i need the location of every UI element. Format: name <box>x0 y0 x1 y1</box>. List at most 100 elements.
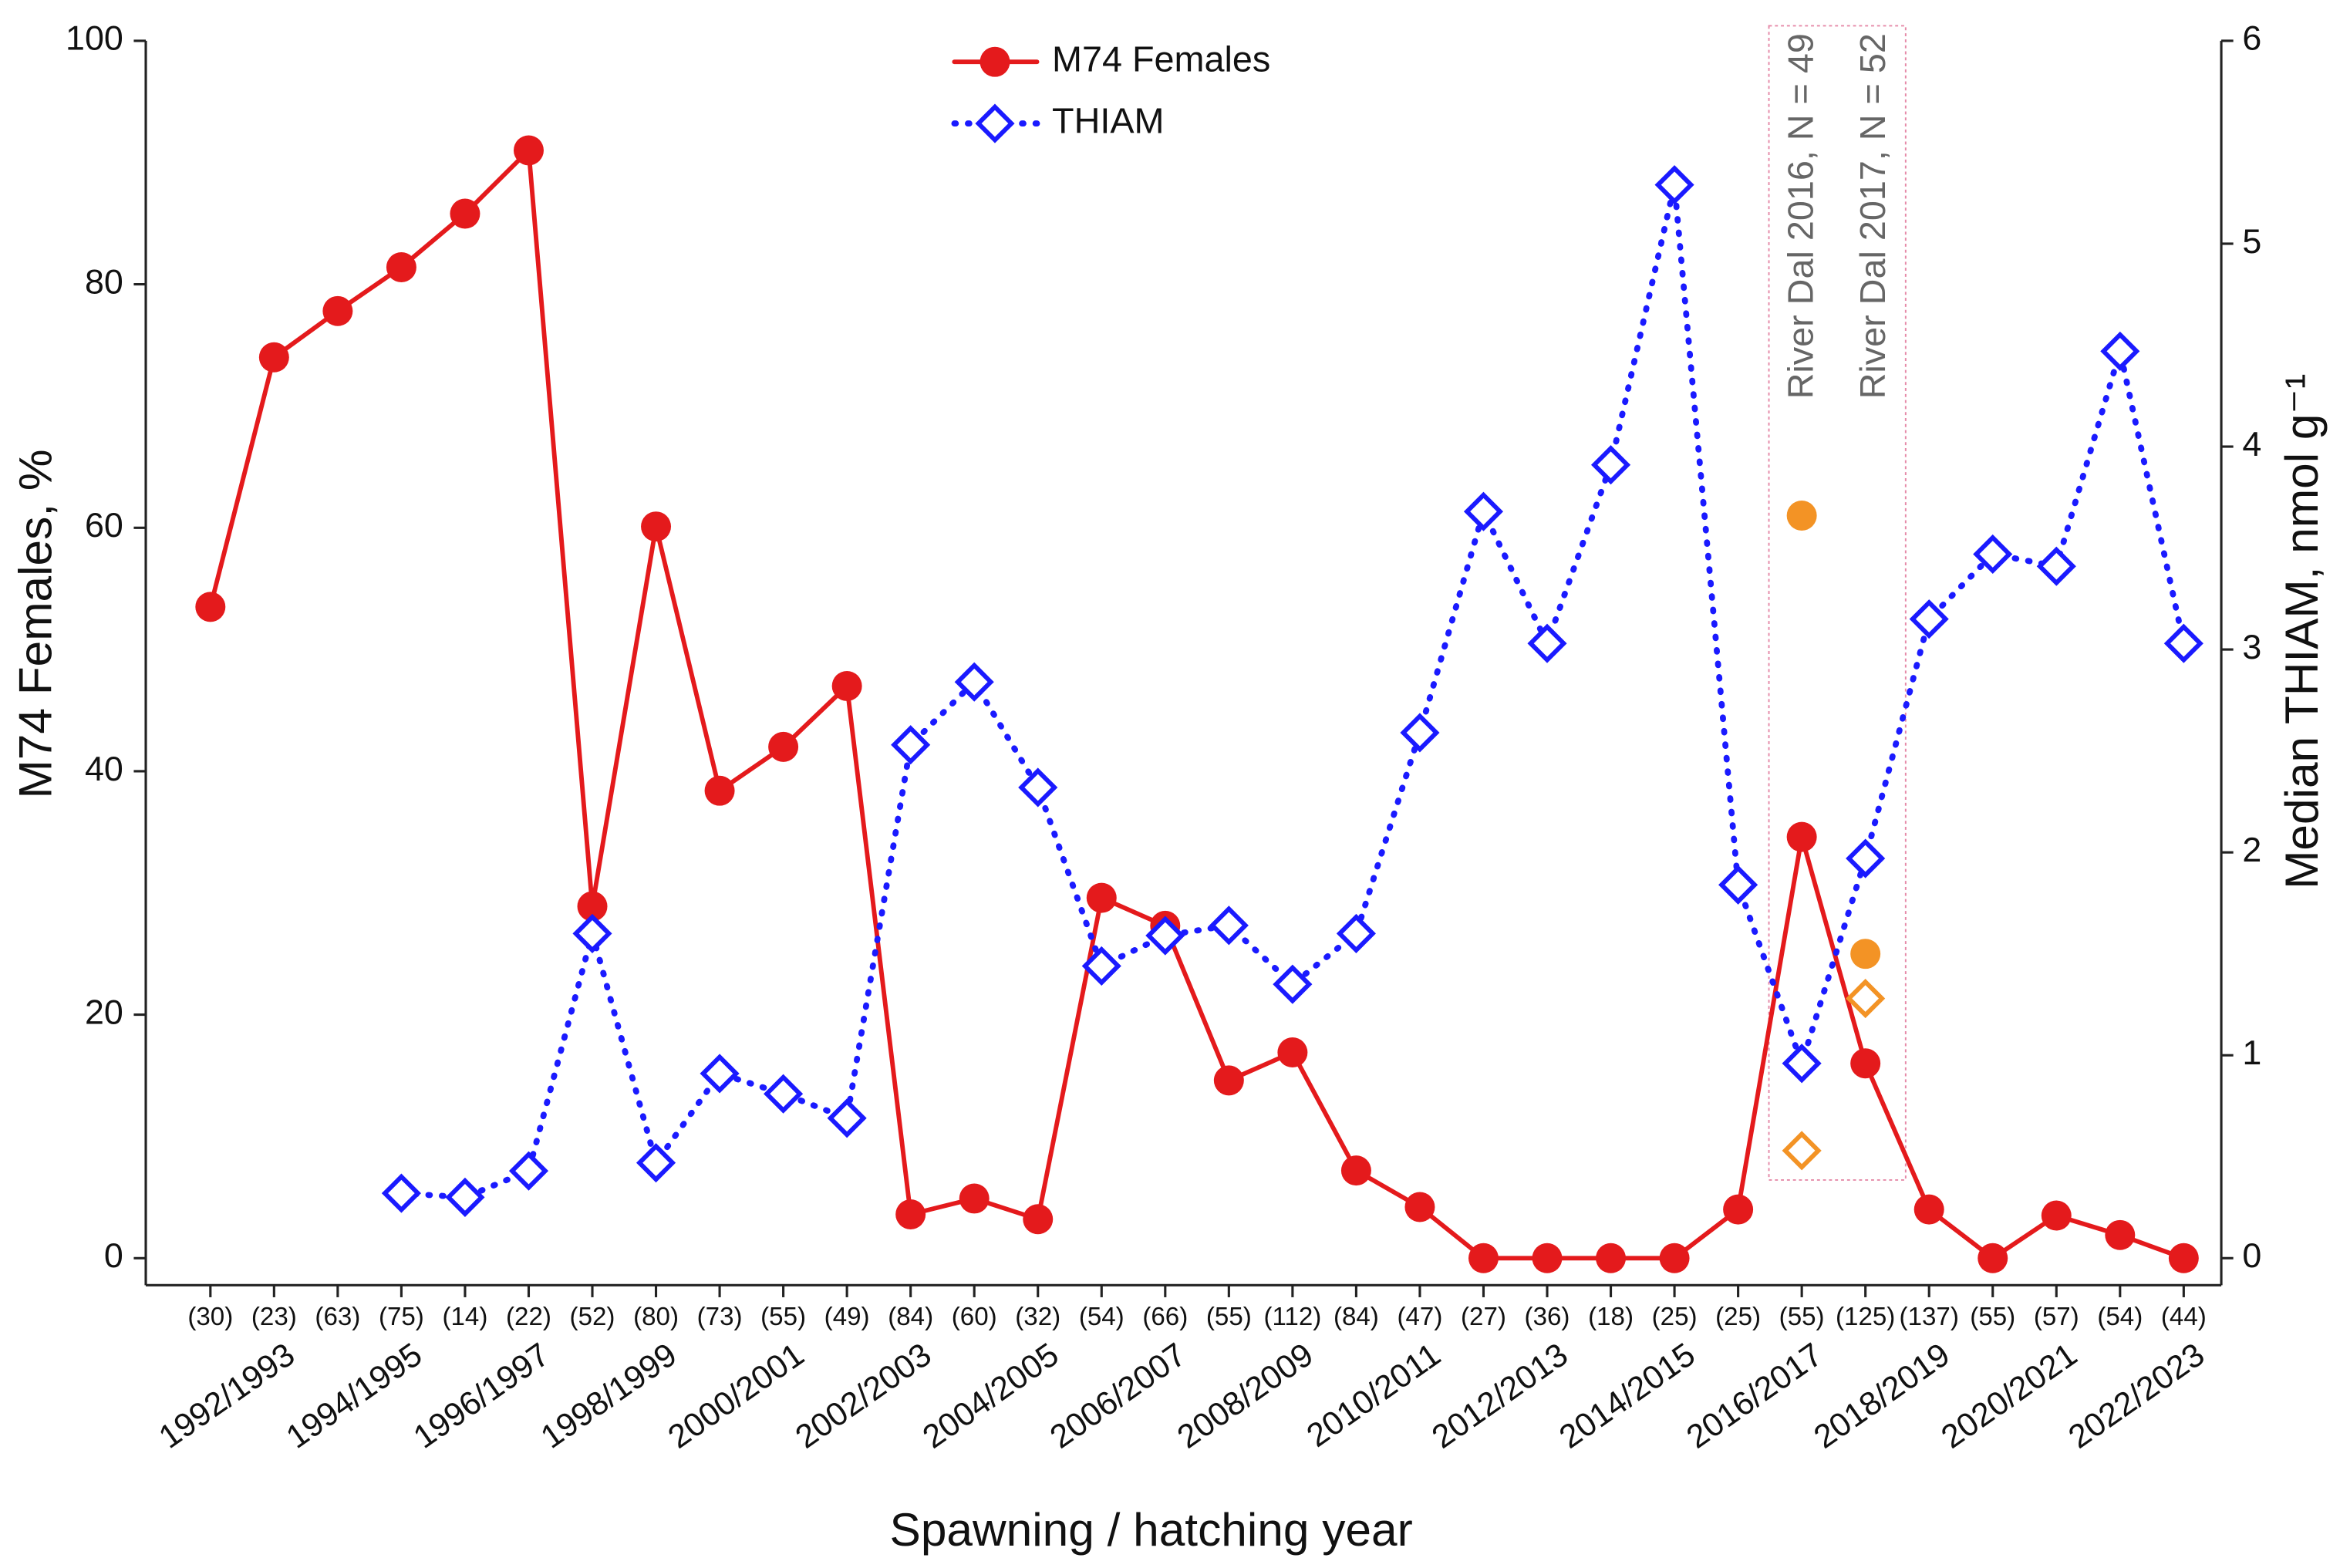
marker <box>450 198 480 229</box>
x-tick-label: 2018/2019 <box>1807 1336 1956 1456</box>
sample-size: (47) <box>1397 1303 1442 1331</box>
marker <box>577 891 608 922</box>
marker <box>2036 546 2076 586</box>
marker <box>641 511 672 542</box>
marker <box>1527 623 1567 663</box>
marker <box>1273 964 1313 1004</box>
sample-size: (55) <box>1206 1303 1252 1331</box>
marker <box>1850 939 1881 969</box>
y2-tick-label: 2 <box>2242 831 2261 869</box>
marker <box>1145 916 1185 956</box>
sample-size: (75) <box>379 1303 424 1331</box>
x-axis-label: Spawning / hatching year <box>890 1503 1413 1556</box>
marker <box>2168 1243 2199 1273</box>
marker <box>1973 534 2013 575</box>
marker <box>1723 1194 1754 1225</box>
marker <box>1718 865 1758 905</box>
marker <box>1081 946 1121 986</box>
x-tick-label: 1998/1999 <box>534 1336 683 1456</box>
sample-size: (73) <box>697 1303 743 1331</box>
x-tick-label: 2014/2015 <box>1553 1336 1701 1456</box>
sample-size: (30) <box>187 1303 233 1331</box>
sample-size: (18) <box>1588 1303 1634 1331</box>
sample-size: (55) <box>1779 1303 1825 1331</box>
x-tick-label: 2012/2013 <box>1425 1336 1574 1456</box>
marker <box>1209 905 1249 946</box>
marker <box>1023 1204 1054 1235</box>
marker <box>445 1177 485 1217</box>
marker <box>2041 1200 2072 1231</box>
marker <box>2163 623 2203 663</box>
x-tick-label: 2002/2003 <box>789 1336 938 1456</box>
x-tick-label: 2022/2023 <box>2062 1336 2210 1456</box>
y2-axis-label: Median THIAM, nmol g⁻¹ <box>2275 373 2328 889</box>
marker <box>1277 1037 1308 1068</box>
series-line <box>207 148 2187 1261</box>
marker <box>195 592 226 622</box>
sample-size: (55) <box>1970 1303 2015 1331</box>
marker <box>1532 1243 1563 1273</box>
marker <box>1846 978 1886 1019</box>
x-tick-label: 2010/2011 <box>1300 1336 1448 1455</box>
marker <box>1596 1243 1627 1273</box>
marker <box>1213 1065 1244 1096</box>
marker <box>975 103 1015 143</box>
sample-size: (125) <box>1836 1303 1895 1331</box>
y2-tick-label: 6 <box>2242 19 2261 58</box>
marker <box>508 1151 549 1191</box>
legend-label: THIAM <box>1052 100 1164 140</box>
annotation: River Dal 2016, N = 49 <box>1781 33 1821 399</box>
marker <box>386 252 416 282</box>
sample-size: (44) <box>2161 1303 2207 1331</box>
marker <box>764 1074 804 1114</box>
y-axis-label: M74 Females, % <box>9 449 62 798</box>
marker <box>1782 1044 1822 1084</box>
y2-tick-label: 3 <box>2242 628 2261 666</box>
marker <box>1786 821 1817 852</box>
marker <box>831 670 862 701</box>
marker <box>704 775 735 806</box>
marker <box>891 725 931 765</box>
y2-tick-label: 4 <box>2242 425 2261 464</box>
x-tick-label: 1994/1995 <box>280 1336 429 1456</box>
sample-size: (25) <box>1652 1303 1698 1331</box>
sample-size: (137) <box>1900 1303 1959 1331</box>
y-tick-label: 80 <box>85 262 123 301</box>
sample-size: (84) <box>888 1303 933 1331</box>
x-tick-label: 2008/2009 <box>1171 1336 1320 1456</box>
marker <box>2105 1219 2136 1250</box>
marker <box>979 46 1010 77</box>
sample-size: (112) <box>1263 1303 1321 1331</box>
marker <box>1978 1243 2008 1273</box>
x-tick-label: 1996/1997 <box>407 1336 556 1456</box>
x-tick-label: 2004/2005 <box>916 1336 1065 1456</box>
marker <box>1659 1243 1690 1273</box>
y2-tick-label: 1 <box>2242 1034 2261 1072</box>
x-tick-label: 2020/2021 <box>1934 1336 2083 1456</box>
sample-size: (57) <box>2034 1303 2079 1331</box>
legend-label: M74 Females <box>1052 39 1270 79</box>
marker <box>959 1183 990 1214</box>
marker <box>572 913 612 953</box>
y2-tick-label: 5 <box>2242 222 2261 261</box>
marker <box>1340 1155 1371 1186</box>
sample-size: (36) <box>1525 1303 1570 1331</box>
sample-size: (52) <box>570 1303 615 1331</box>
sample-size: (66) <box>1142 1303 1188 1331</box>
marker <box>2100 331 2140 371</box>
marker <box>895 1199 926 1229</box>
marker <box>1590 445 1631 485</box>
x-tick-label: 2000/2001 <box>662 1336 811 1456</box>
sample-size: (54) <box>2097 1303 2143 1331</box>
marker <box>1400 713 1440 753</box>
marker <box>954 662 994 702</box>
marker <box>827 1098 867 1138</box>
sample-size: (60) <box>952 1303 997 1331</box>
annotation-box <box>1768 25 1907 1181</box>
y2-tick-label: 0 <box>2242 1236 2261 1275</box>
marker <box>1404 1192 1435 1222</box>
marker <box>1913 1194 1944 1225</box>
marker <box>1654 165 1694 205</box>
